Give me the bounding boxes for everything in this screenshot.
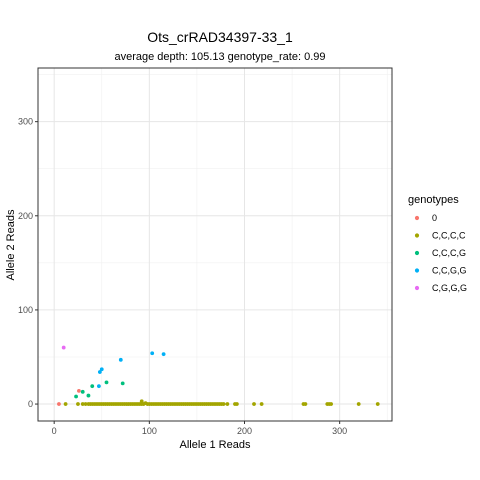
data-point <box>74 394 78 399</box>
legend-label: C,G,G,G <box>432 283 467 293</box>
data-point <box>86 393 91 398</box>
data-point <box>63 402 68 406</box>
legend: genotypes 0 C,C,C,C C,C,C,G C,C,G,G C,G,G,G <box>408 194 467 293</box>
data-point <box>76 402 80 406</box>
x-tick-label: 0 <box>52 426 57 436</box>
data-point <box>329 402 333 406</box>
data-point <box>80 402 85 406</box>
legend-key <box>414 268 420 273</box>
data-point <box>356 402 361 406</box>
x-tick-label: 200 <box>237 426 252 436</box>
data-point <box>97 384 101 389</box>
y-axis-ticks: 0 100 200 300 <box>18 117 38 409</box>
legend-label: C,C,C,C <box>432 231 466 241</box>
chart-subtitle: average depth: 105.13 genotype_rate: 0.9… <box>114 51 325 63</box>
data-point <box>118 357 123 362</box>
data-point <box>83 402 88 406</box>
data-point <box>61 345 66 350</box>
data-point <box>97 370 102 374</box>
data-point <box>150 351 155 356</box>
plot-border <box>37 67 393 422</box>
data-point <box>259 402 264 406</box>
data-point <box>252 402 256 406</box>
y-tick-label: 100 <box>18 305 33 315</box>
y-axis-title: Allele 2 Reads <box>5 209 17 280</box>
data-point <box>104 380 109 385</box>
x-axis-ticks: 0 100 200 300 <box>52 421 347 436</box>
data-point <box>57 402 61 406</box>
data-point <box>234 402 239 406</box>
legend-label: C,C,G,G <box>432 266 467 276</box>
data-point <box>80 389 85 394</box>
data-point <box>139 399 144 404</box>
y-tick-label: 0 <box>28 399 33 409</box>
data-point <box>99 367 104 372</box>
legend-label: 0 <box>432 213 437 223</box>
data-point <box>375 402 380 406</box>
legend-label: C,C,C,G <box>432 248 466 258</box>
data-point <box>303 402 308 406</box>
data-point <box>120 381 125 386</box>
legend-title: genotypes <box>408 194 459 206</box>
legend-key <box>414 285 420 291</box>
x-tick-label: 100 <box>142 426 157 436</box>
legend-key <box>414 233 420 238</box>
y-tick-label: 200 <box>18 211 33 221</box>
data-point <box>77 388 81 393</box>
y-tick-label: 300 <box>18 117 33 127</box>
data-points <box>57 345 380 406</box>
data-point <box>221 402 226 406</box>
data-point <box>90 384 95 389</box>
legend-key <box>414 250 420 256</box>
plot-panel <box>37 67 393 422</box>
x-tick-label: 300 <box>332 426 347 436</box>
data-point <box>161 352 166 357</box>
data-point <box>225 402 230 406</box>
chart-title: Ots_crRAD34397-33_1 <box>147 29 293 45</box>
x-axis-title: Allele 1 Reads <box>180 439 251 451</box>
legend-key <box>414 215 420 221</box>
